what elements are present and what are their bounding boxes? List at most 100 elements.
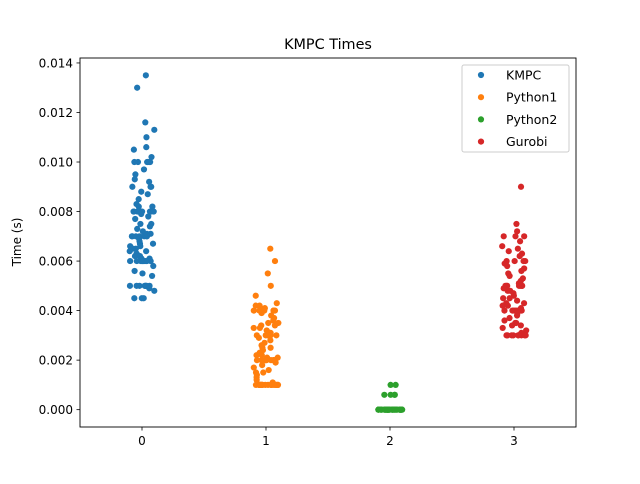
point-kmpc-2: [142, 119, 149, 126]
point-python1-41: [267, 344, 274, 351]
point-kmpc-97: [140, 295, 147, 302]
point-python1-4: [252, 292, 259, 299]
point-kmpc-19: [147, 183, 154, 190]
point-kmpc-63: [126, 248, 133, 255]
point-kmpc-16: [131, 176, 138, 183]
point-python2-4: [391, 391, 398, 398]
legend-marker-kmpc: [477, 71, 485, 79]
point-gurobi-68: [510, 332, 517, 339]
point-kmpc-40: [137, 220, 144, 228]
point-python1-23: [271, 322, 279, 329]
point-gurobi-2: [514, 228, 521, 235]
point-gurobi-64: [503, 332, 510, 339]
point-kmpc-57: [149, 240, 157, 247]
plot-area-frame: [79, 57, 577, 428]
point-python1-58: [259, 361, 266, 369]
y-tick-label-7: 0.014: [39, 56, 73, 70]
point-python1-56: [253, 357, 261, 364]
point-gurobi-7: [499, 243, 506, 250]
point-python2-43: [391, 406, 398, 413]
point-kmpc-17: [146, 178, 153, 185]
point-gurobi-52: [513, 312, 521, 319]
point-kmpc-14: [140, 166, 148, 173]
point-python1-20: [270, 317, 277, 324]
data-points: [126, 72, 530, 413]
point-gurobi-29: [517, 282, 524, 289]
point-kmpc-86: [126, 282, 134, 289]
point-python2-1: [392, 381, 399, 388]
point-python2-5: [381, 391, 388, 398]
point-kmpc-1: [134, 84, 141, 91]
point-kmpc-21: [138, 188, 145, 195]
point-gurobi-14: [520, 257, 527, 265]
point-gurobi-11: [516, 253, 523, 260]
y-tick-label-4: 0.008: [39, 205, 73, 219]
point-kmpc-92: [133, 282, 140, 289]
legend-marker-python2: [477, 116, 485, 123]
point-python1-16: [250, 307, 257, 314]
legend-label-gurobi: Gurobi: [506, 134, 548, 149]
point-gurobi-59: [499, 324, 506, 332]
y-tick-label-6: 0.012: [39, 106, 73, 120]
point-kmpc-67: [131, 253, 139, 260]
point-gurobi-38: [506, 295, 513, 302]
point-gurobi-4: [500, 233, 507, 240]
point-kmpc-13: [131, 158, 138, 166]
legend-marker-gurobi: [477, 138, 485, 145]
x-tick-label-1: 1: [262, 434, 270, 448]
y-tick-label-5: 0.010: [39, 155, 73, 169]
point-python1-45: [258, 352, 265, 359]
point-python2-44: [396, 406, 403, 413]
point-kmpc-84: [148, 272, 156, 280]
point-python1-26: [256, 324, 263, 332]
point-python1-17: [258, 309, 265, 317]
point-kmpc-83: [139, 270, 146, 277]
point-kmpc-26: [149, 203, 156, 210]
x-tick-label-0: 0: [138, 434, 146, 448]
point-kmpc-12: [146, 158, 153, 166]
point-gurobi-9: [505, 248, 512, 255]
point-python1-46: [253, 352, 260, 359]
point-python1-5: [273, 300, 280, 307]
y-axis-label: Time (s): [10, 218, 24, 268]
y-tick-label-0: 0.000: [39, 403, 73, 417]
point-gurobi-48: [501, 307, 508, 314]
point-kmpc-74: [127, 257, 134, 265]
point-python1-57: [272, 359, 279, 366]
point-kmpc-7: [148, 153, 155, 161]
point-gurobi-42: [499, 302, 506, 309]
point-kmpc-4: [143, 134, 150, 141]
point-kmpc-37: [138, 210, 145, 218]
point-python1-59: [250, 364, 257, 371]
point-kmpc-52: [143, 233, 151, 240]
y-tick-label-2: 0.004: [39, 304, 73, 318]
legend: KMPC Python1 Python2 Gurobi: [461, 64, 570, 153]
point-kmpc-5: [143, 144, 150, 151]
legend-label-kmpc: KMPC: [506, 68, 542, 83]
point-python1-37: [255, 334, 262, 341]
point-kmpc-62: [143, 248, 150, 255]
point-gurobi-8: [514, 245, 521, 252]
point-gurobi-70: [515, 332, 522, 339]
legend-box: [461, 64, 570, 153]
point-gurobi-60: [523, 327, 530, 334]
point-python1-3: [267, 282, 274, 289]
point-python1-1: [271, 257, 279, 265]
point-gurobi-54: [501, 317, 508, 324]
point-gurobi-53: [506, 314, 513, 322]
point-gurobi-17: [504, 262, 511, 270]
point-python1-36: [264, 332, 271, 339]
point-python1-65: [253, 376, 260, 384]
point-gurobi-13: [511, 257, 518, 265]
point-kmpc-0: [142, 72, 149, 79]
point-kmpc-94: [151, 287, 158, 294]
point-python1-86: [257, 381, 264, 388]
point-python2-0: [387, 381, 394, 388]
point-gurobi-0: [517, 183, 525, 190]
point-python1-25: [250, 324, 257, 332]
point-kmpc-22: [144, 191, 151, 198]
point-gurobi-50: [509, 307, 516, 314]
point-python1-33: [273, 332, 280, 339]
point-gurobi-69: [522, 332, 529, 339]
